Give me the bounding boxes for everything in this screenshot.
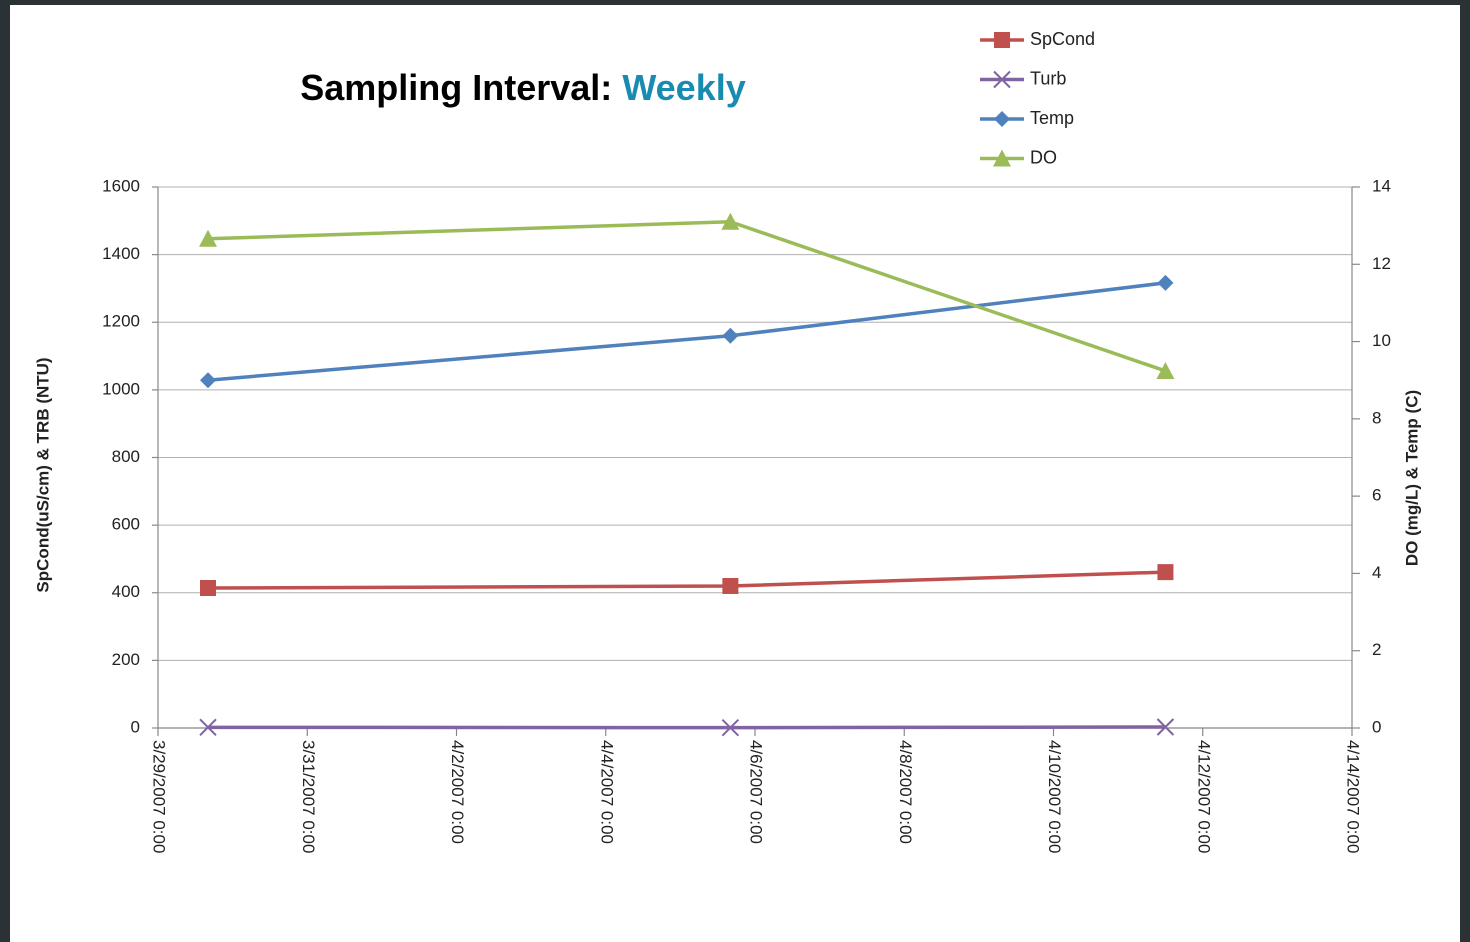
legend-marker <box>994 32 1010 48</box>
panel <box>10 5 1460 942</box>
x-tick-label: 4/6/2007 0:00 <box>747 740 766 844</box>
y2-tick-label: 0 <box>1372 717 1381 736</box>
legend-label: Turb <box>1030 68 1066 88</box>
series-line <box>207 725 1166 730</box>
y-tick-label: 1400 <box>102 244 140 263</box>
y-axis-label: SpCond(uS/cm) & TRB (NTU) <box>33 357 52 592</box>
y-tick-label: 1200 <box>102 312 140 331</box>
data-point <box>199 580 216 597</box>
legend-label: Temp <box>1030 108 1074 128</box>
data-point <box>199 718 217 737</box>
chart-title: Sampling Interval: Weekly <box>300 67 746 108</box>
legend-marker <box>994 111 1010 127</box>
data-point <box>721 718 740 737</box>
x-tick-label: 4/14/2007 0:00 <box>1344 740 1363 853</box>
x-tick-label: 4/8/2007 0:00 <box>896 740 915 844</box>
y-tick-label: 800 <box>112 447 140 466</box>
y2-tick-label: 14 <box>1372 176 1391 195</box>
title-part: Weekly <box>622 67 745 108</box>
legend-marker <box>993 70 1011 89</box>
y-tick-label: 1000 <box>102 379 140 398</box>
x-tick-label: 3/31/2007 0:00 <box>299 740 318 853</box>
data-point <box>1157 564 1174 581</box>
x-tick-label: 4/10/2007 0:00 <box>1045 740 1064 853</box>
data-point <box>1156 361 1175 379</box>
y2-tick-label: 8 <box>1372 408 1381 427</box>
legend-label: DO <box>1030 147 1057 167</box>
data-point <box>722 327 739 344</box>
data-point <box>198 229 217 247</box>
data-point <box>721 212 740 230</box>
data-point <box>199 372 216 389</box>
legend-marker <box>993 149 1011 167</box>
y-tick-label: 1600 <box>102 176 140 195</box>
x-tick-label: 4/2/2007 0:00 <box>448 740 467 844</box>
y2-tick-label: 4 <box>1372 563 1381 582</box>
data-point <box>1157 274 1174 291</box>
y-tick-label: 400 <box>112 582 140 601</box>
x-tick-label: 3/29/2007 0:00 <box>150 740 169 853</box>
y-tick-label: 200 <box>112 650 140 669</box>
y2-tick-label: 2 <box>1372 640 1381 659</box>
data-point <box>722 577 739 594</box>
title-part: Sampling Interval: <box>300 67 612 108</box>
y2-tick-label: 12 <box>1372 254 1391 273</box>
legend-label: SpCond <box>1030 29 1095 49</box>
y2-tick-label: 6 <box>1372 486 1381 505</box>
y-tick-label: 600 <box>112 515 140 534</box>
data-point <box>1156 718 1175 736</box>
y-tick-label: 0 <box>131 717 140 736</box>
y2-tick-label: 10 <box>1372 331 1391 350</box>
x-tick-label: 4/4/2007 0:00 <box>597 740 616 844</box>
y2-axis-label: DO (mg/L) & Temp (C) <box>1402 390 1421 566</box>
x-tick-label: 4/12/2007 0:00 <box>1194 740 1213 853</box>
